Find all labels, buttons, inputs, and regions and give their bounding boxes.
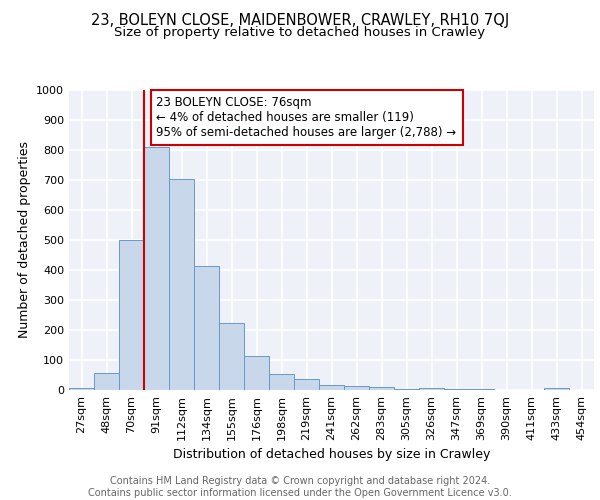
Bar — [419, 388, 444, 390]
Y-axis label: Number of detached properties: Number of detached properties — [17, 142, 31, 338]
Text: Contains HM Land Registry data © Crown copyright and database right 2024.
Contai: Contains HM Land Registry data © Crown c… — [88, 476, 512, 498]
Bar — [94, 373, 119, 390]
Text: Size of property relative to detached houses in Crawley: Size of property relative to detached ho… — [115, 26, 485, 39]
Bar — [369, 387, 394, 390]
Bar — [319, 384, 344, 390]
Bar — [194, 266, 219, 390]
Bar — [294, 378, 319, 390]
Bar — [269, 374, 294, 390]
Text: 23 BOLEYN CLOSE: 76sqm
← 4% of detached houses are smaller (119)
95% of semi-det: 23 BOLEYN CLOSE: 76sqm ← 4% of detached … — [157, 96, 457, 139]
X-axis label: Distribution of detached houses by size in Crawley: Distribution of detached houses by size … — [173, 448, 490, 461]
Bar — [244, 356, 269, 390]
Bar — [144, 147, 169, 390]
Bar — [69, 388, 94, 390]
Bar — [344, 386, 369, 390]
Bar — [169, 178, 194, 390]
Bar — [119, 240, 144, 390]
Bar — [394, 388, 419, 390]
Bar — [219, 322, 244, 390]
Bar — [544, 388, 569, 390]
Text: 23, BOLEYN CLOSE, MAIDENBOWER, CRAWLEY, RH10 7QJ: 23, BOLEYN CLOSE, MAIDENBOWER, CRAWLEY, … — [91, 12, 509, 28]
